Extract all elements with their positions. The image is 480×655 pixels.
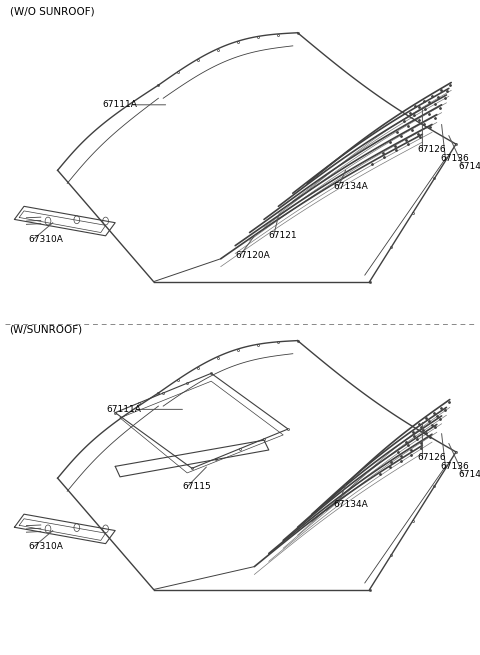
Text: 67136: 67136 (441, 462, 469, 471)
Text: 67126: 67126 (418, 145, 446, 155)
Text: 67136: 67136 (441, 154, 469, 163)
Text: 67310A: 67310A (29, 234, 64, 244)
Text: 67134A: 67134A (334, 500, 368, 509)
Text: 67141B: 67141B (458, 470, 480, 479)
Text: (W/SUNROOF): (W/SUNROOF) (10, 324, 83, 334)
Text: 67310A: 67310A (29, 542, 64, 552)
Text: (W/O SUNROOF): (W/O SUNROOF) (10, 7, 94, 16)
Text: 67115: 67115 (182, 482, 211, 491)
Text: 67134A: 67134A (334, 182, 368, 191)
Text: 67126: 67126 (418, 453, 446, 462)
Text: 67141B: 67141B (458, 162, 480, 171)
Text: 67121: 67121 (269, 231, 298, 240)
Text: 67111A: 67111A (102, 100, 137, 109)
Text: 67111A: 67111A (107, 405, 142, 414)
Text: 67120A: 67120A (235, 251, 270, 260)
